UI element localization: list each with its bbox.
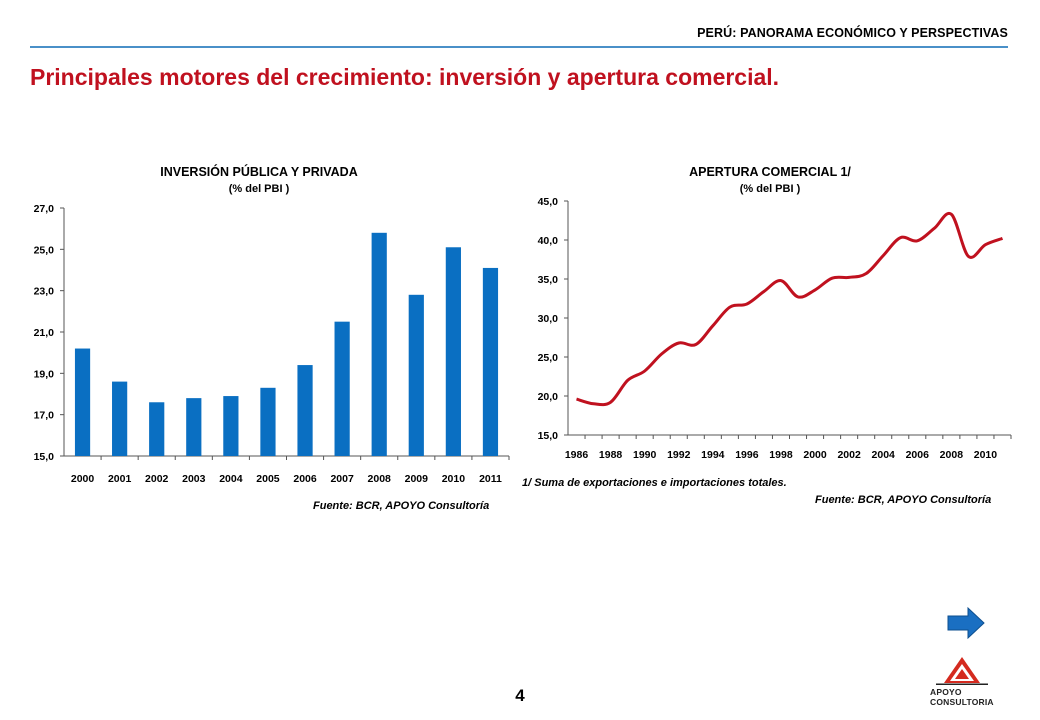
line-y-tick-label: 20,0 xyxy=(538,391,559,403)
bar-x-tick-label: 2000 xyxy=(71,473,95,485)
logo-text-line1: APOYO xyxy=(930,687,962,697)
line-chart-note: 1/ Suma de exportaciones e importaciones… xyxy=(522,477,787,489)
trade-openness-series-line xyxy=(576,211,1004,407)
line-x-tick-label: 2000 xyxy=(803,449,827,461)
line-x-tick-label: 1994 xyxy=(701,449,725,461)
bar-2007 xyxy=(334,321,350,456)
line-x-tick-label: 1988 xyxy=(599,449,623,461)
page-number: 4 xyxy=(515,686,525,705)
bar-chart-title: INVERSIÓN PÚBLICA Y PRIVADA xyxy=(160,164,358,179)
bar-chart-source: Fuente: BCR, APOYO Consultoría xyxy=(313,500,490,512)
line-chart-source: Fuente: BCR, APOYO Consultoría xyxy=(815,494,992,506)
bar-x-tick-label: 2001 xyxy=(108,473,132,485)
line-x-tick-label: 2008 xyxy=(940,449,964,461)
bar-y-tick-label: 25,0 xyxy=(34,244,55,256)
header-rule xyxy=(30,46,1008,48)
line-y-tick-label: 35,0 xyxy=(538,274,559,286)
bar-2004 xyxy=(223,396,239,456)
line-y-tick-label: 25,0 xyxy=(538,352,559,364)
bar-x-tick-label: 2009 xyxy=(405,473,429,485)
bar-x-tick-label: 2010 xyxy=(442,473,466,485)
bar-2003 xyxy=(186,398,202,456)
line-chart-subtitle: (% del PBI ) xyxy=(740,183,801,195)
line-x-tick-label: 1996 xyxy=(735,449,759,461)
bar-2010 xyxy=(445,247,461,456)
bar-y-tick-label: 17,0 xyxy=(34,410,55,422)
line-x-tick-label: 2002 xyxy=(837,449,861,461)
bar-y-tick-label: 21,0 xyxy=(34,327,55,339)
trade-openness-line-chart: APERTURA COMERCIAL 1/ (% del PBI ) 15,0 2… xyxy=(538,165,1012,461)
line-x-tick-label: 1986 xyxy=(565,449,589,461)
line-y-tick-label: 45,0 xyxy=(538,196,559,208)
line-y-tick-label: 15,0 xyxy=(538,430,559,442)
next-arrow-icon[interactable] xyxy=(946,606,986,640)
bar-x-tick-label: 2011 xyxy=(479,473,502,485)
line-plot-area: 15,0 20,0 25,0 30,0 35,0 40,0 45,0 1986 1988 1990… xyxy=(538,196,1012,461)
line-x-tick-label: 2004 xyxy=(872,449,896,461)
bar-x-tick-label: 2002 xyxy=(145,473,169,485)
bar-2011 xyxy=(482,267,499,456)
bar-y-tick-label: 27,0 xyxy=(34,203,55,215)
bar-x-tick-label: 2004 xyxy=(219,473,243,485)
bar-y-tick-label: 23,0 xyxy=(34,286,55,298)
bar-x-tick-label: 2003 xyxy=(182,473,206,485)
header-text: PERÚ: PANORAMA ECONÓMICO Y PERSPECTIVAS xyxy=(697,26,1008,40)
line-y-tick-label: 30,0 xyxy=(538,313,559,325)
bar-chart-subtitle: (% del PBI ) xyxy=(229,183,290,195)
bar-2008 xyxy=(371,232,387,456)
bar-x-tick-label: 2008 xyxy=(368,473,392,485)
bar-y-tick-label: 19,0 xyxy=(34,368,55,380)
logo-text-line2: CONSULTORIA xyxy=(930,697,994,707)
bar-2001 xyxy=(112,381,128,456)
line-y-tick-label: 40,0 xyxy=(538,235,559,247)
bar-x-tick-label: 2005 xyxy=(256,473,280,485)
line-x-tick-label: 2010 xyxy=(974,449,998,461)
bar-2002 xyxy=(149,402,165,456)
investment-bar-chart: INVERSIÓN PÚBLICA Y PRIVADA (% del PBI )… xyxy=(34,164,510,485)
bar-2000 xyxy=(74,348,91,456)
logo-mark-icon xyxy=(936,657,988,685)
bar-2009 xyxy=(408,294,424,456)
line-x-tick-label: 1990 xyxy=(633,449,657,461)
line-x-tick-label: 1998 xyxy=(769,449,793,461)
bar-plot-area: 15,0 17,0 19,0 21,0 23,0 25,0 27,0 2000 2001 2002… xyxy=(34,203,510,485)
line-x-tick-label: 2006 xyxy=(906,449,930,461)
apoyo-logo: APOYO CONSULTORIA xyxy=(928,656,1014,712)
bar-x-tick-label: 2007 xyxy=(330,473,354,485)
bar-x-tick-label: 2006 xyxy=(293,473,317,485)
bar-2005 xyxy=(260,387,276,456)
line-chart-title: APERTURA COMERCIAL 1/ xyxy=(689,165,851,179)
bar-y-tick-label: 15,0 xyxy=(34,451,55,463)
page-title: Principales motores del crecimiento: inv… xyxy=(30,64,780,90)
line-x-tick-label: 1992 xyxy=(667,449,691,461)
bar-2006 xyxy=(297,365,313,456)
